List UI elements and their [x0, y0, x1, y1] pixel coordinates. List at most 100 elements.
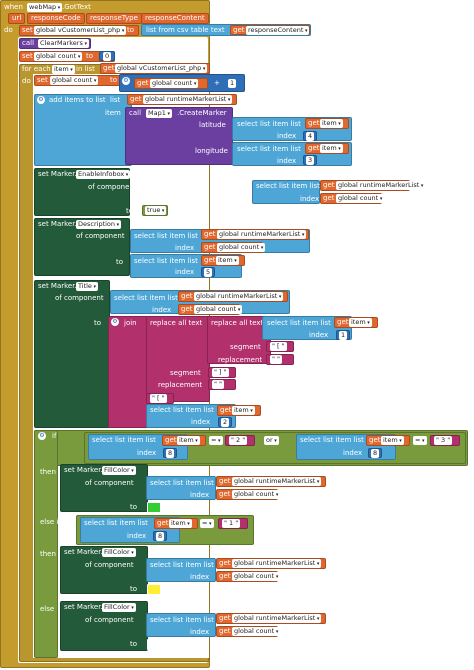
replacement-label: replacement [218, 356, 263, 364]
title-item2-dropdown[interactable]: item [232, 406, 255, 415]
gear-icon[interactable]: ⚙ [122, 77, 130, 85]
fill3-runtime-dropdown[interactable]: global runtimeMarkerList [232, 614, 322, 623]
title-runtime-dropdown[interactable]: global runtimeMarkerList [194, 292, 284, 301]
ei-runtime-dropdown[interactable]: global runtimeMarkerList [336, 181, 426, 190]
fill1-prop-dropdown[interactable]: FillColor [102, 466, 136, 475]
component-dropdown[interactable]: webMap [27, 3, 63, 12]
ei-index-label: index [300, 195, 320, 203]
yellow-color-swatch[interactable] [147, 584, 161, 595]
fill1-select-label: select list item list [150, 479, 214, 487]
seg2-value[interactable]: " ] " [212, 368, 229, 377]
elseif-v3-value[interactable]: " 1 " [222, 519, 241, 528]
fill2-select-label: select list item list [150, 561, 214, 569]
gear-icon[interactable]: ⚙ [111, 318, 119, 326]
lon-index-value[interactable]: 3 [306, 156, 315, 165]
green-color-swatch[interactable] [147, 502, 161, 513]
quote-value[interactable]: " [ " [150, 394, 167, 403]
one-value[interactable]: 1 [228, 79, 237, 88]
desc-select-label: select list item list [134, 232, 198, 240]
title-idx2-value[interactable]: 2 [221, 418, 230, 427]
desc-runtime-dropdown[interactable]: global runtimeMarkerList [217, 230, 307, 239]
if-idx2-value[interactable]: 8 [371, 449, 380, 458]
gear-icon[interactable]: ⚙ [38, 432, 46, 440]
fill3-count-dropdown[interactable]: global count [232, 627, 281, 636]
desc-to-select-label: select list item list [134, 257, 198, 265]
desc-prop-dropdown[interactable]: Description [76, 220, 122, 229]
desc-index-label: index [175, 244, 195, 252]
if-body[interactable] [34, 430, 58, 658]
inc-count-var[interactable]: global count [50, 76, 99, 85]
fill2-ofcomp-label: of component [85, 561, 134, 569]
fill1-runtime-dropdown[interactable]: global runtimeMarkerList [232, 477, 322, 486]
or-dropdown[interactable]: or [264, 436, 279, 445]
foreach-item-var[interactable]: item [52, 65, 75, 74]
add-items-block[interactable] [34, 94, 132, 166]
fill2-count-dropdown[interactable]: global count [232, 572, 281, 581]
count-var-dropdown[interactable]: global count [34, 52, 83, 61]
title-to-label: to [94, 319, 102, 327]
white-color-swatch[interactable] [147, 639, 161, 650]
fill3-select-block[interactable] [146, 613, 216, 637]
desc-set-label: set Marker. [38, 220, 77, 228]
responsecontent-dropdown[interactable]: responseContent [246, 26, 310, 35]
customerlist-dropdown[interactable]: global vCustomerList_php [115, 64, 208, 73]
elseif-item-dropdown[interactable]: item [169, 519, 192, 528]
title-count-dropdown[interactable]: global count [194, 305, 243, 314]
elseif-idx-value[interactable]: 8 [156, 532, 165, 541]
runtimelist-dropdown[interactable]: global runtimeMarkerList [143, 95, 233, 104]
fill3-prop-dropdown[interactable]: FillColor [102, 603, 136, 612]
rep2-value[interactable]: " " [212, 380, 225, 389]
title-prop-dropdown[interactable]: Title [76, 282, 99, 291]
createmarker-block[interactable] [125, 107, 233, 165]
customer-var-dropdown[interactable]: global vCustomerList_php [34, 26, 127, 35]
do-label: do [4, 26, 13, 34]
if-item1-dropdown[interactable]: item [177, 436, 200, 445]
true-dropdown[interactable]: true [145, 206, 167, 215]
segment2-label: segment [170, 369, 201, 377]
if-eq2-dropdown[interactable]: = [413, 436, 427, 445]
zero-value[interactable]: 0 [103, 52, 112, 61]
fill3-select-label: select list item list [150, 616, 214, 624]
title-block[interactable] [34, 280, 110, 428]
inc-count-var2[interactable]: global count [150, 79, 199, 88]
ei-count-dropdown[interactable]: global count [336, 194, 385, 203]
title-join-select-label: select list item list [150, 406, 214, 414]
ei-prop-dropdown[interactable]: EnableInfobox [76, 170, 131, 179]
if-idx1-value[interactable]: 8 [166, 449, 175, 458]
desc-item-dropdown[interactable]: item [216, 256, 239, 265]
join-block[interactable] [108, 316, 148, 428]
if-v1-value[interactable]: " 2 " [229, 436, 248, 445]
if-item2-dropdown[interactable]: item [381, 436, 404, 445]
fill2-prop-dropdown[interactable]: FillColor [102, 548, 136, 557]
fill1-select-block[interactable] [146, 476, 216, 500]
title-idx1-value[interactable]: 1 [339, 331, 348, 340]
lat-index-value[interactable]: 4 [306, 132, 315, 141]
lon-item-dropdown[interactable]: item [320, 144, 343, 153]
fill2-runtime-dropdown[interactable]: global runtimeMarkerList [232, 559, 322, 568]
param-url[interactable]: url [8, 13, 26, 24]
elseif-eq-dropdown[interactable]: = [200, 519, 214, 528]
desc-count-dropdown[interactable]: global count [217, 243, 266, 252]
fill1-count-dropdown[interactable]: global count [232, 490, 281, 499]
if-v2-value[interactable]: " 3 " [434, 436, 453, 445]
fill3-to-label: to [130, 640, 138, 648]
param-responsecode[interactable]: responseCode [27, 13, 85, 24]
param-responsetype[interactable]: responseType [86, 13, 142, 24]
seg1-value[interactable]: " [ " [270, 342, 287, 351]
ei-get-label: get [323, 181, 335, 189]
clearmarkers-dropdown[interactable]: ClearMarkers [38, 39, 89, 48]
gear-icon[interactable]: ⚙ [37, 96, 45, 104]
fill2-select-block[interactable] [146, 558, 216, 582]
elseif-index-label: index [127, 532, 147, 540]
then2-label: then [40, 550, 56, 558]
title-item-dropdown[interactable]: item [349, 318, 372, 327]
map-dropdown[interactable]: Map1 [146, 109, 172, 118]
lat-item-dropdown[interactable]: item [320, 119, 343, 128]
rep1-value[interactable]: " " [270, 355, 283, 364]
replace-inner-block[interactable] [207, 316, 271, 364]
ei-ofcomp-label: of component [88, 183, 137, 191]
ei-select-block[interactable] [252, 180, 320, 204]
desc-idx-value[interactable]: 5 [204, 268, 213, 277]
param-responsecontent[interactable]: responseContent [141, 13, 209, 24]
if-eq1-dropdown[interactable]: = [209, 436, 223, 445]
